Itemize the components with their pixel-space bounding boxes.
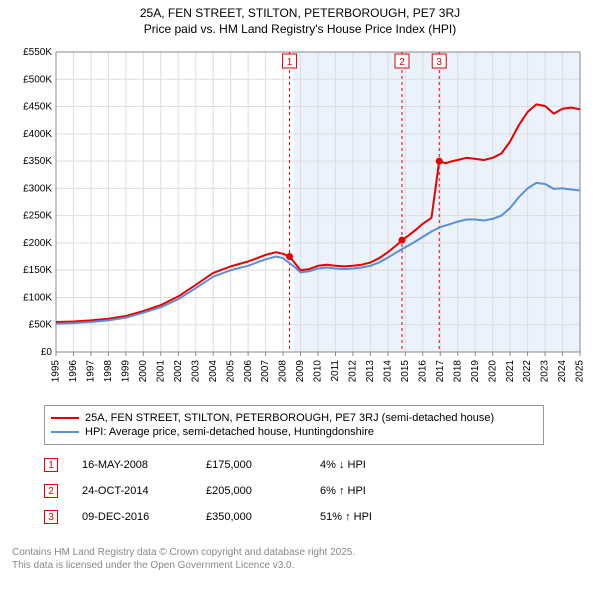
legend-swatch — [51, 431, 79, 433]
svg-text:2016: 2016 — [417, 360, 428, 383]
svg-text:2025: 2025 — [575, 360, 586, 383]
svg-text:2: 2 — [399, 57, 405, 68]
legend-label: HPI: Average price, semi-detached house,… — [85, 426, 374, 438]
svg-text:2015: 2015 — [400, 360, 411, 383]
svg-text:2014: 2014 — [383, 360, 394, 383]
svg-text:£350K: £350K — [23, 156, 52, 167]
svg-text:2017: 2017 — [435, 360, 446, 383]
svg-text:2012: 2012 — [348, 360, 359, 383]
svg-text:2023: 2023 — [540, 360, 551, 383]
svg-text:2013: 2013 — [365, 360, 376, 383]
sales-table: 1 16-MAY-2008 £175,000 4% ↓ HPI 2 24-OCT… — [44, 452, 440, 530]
svg-text:£450K: £450K — [23, 102, 52, 113]
sale-price: £350,000 — [206, 511, 296, 523]
svg-text:1996: 1996 — [68, 360, 79, 383]
svg-text:£200K: £200K — [23, 238, 52, 249]
sale-date: 24-OCT-2014 — [82, 485, 182, 497]
svg-text:2008: 2008 — [278, 360, 289, 383]
sale-date: 09-DEC-2016 — [82, 511, 182, 523]
legend: 25A, FEN STREET, STILTON, PETERBOROUGH, … — [44, 405, 544, 445]
svg-text:£250K: £250K — [23, 211, 52, 222]
svg-text:£500K: £500K — [23, 74, 52, 85]
title-line-1: 25A, FEN STREET, STILTON, PETERBOROUGH, … — [0, 6, 600, 22]
svg-text:2009: 2009 — [295, 360, 306, 383]
sale-marker-box: 2 — [44, 484, 58, 498]
svg-text:2010: 2010 — [313, 360, 324, 383]
svg-text:2004: 2004 — [208, 360, 219, 383]
svg-text:2006: 2006 — [243, 360, 254, 383]
footer: Contains HM Land Registry data © Crown c… — [12, 546, 588, 572]
legend-label: 25A, FEN STREET, STILTON, PETERBOROUGH, … — [85, 412, 494, 424]
sale-marker-box: 3 — [44, 510, 58, 524]
svg-text:2020: 2020 — [487, 360, 498, 383]
svg-text:1999: 1999 — [121, 360, 132, 383]
svg-text:£50K: £50K — [29, 320, 53, 331]
sale-delta: 6% ↑ HPI — [320, 485, 440, 497]
svg-text:2003: 2003 — [190, 360, 201, 383]
legend-row: HPI: Average price, semi-detached house,… — [51, 426, 537, 438]
svg-text:2011: 2011 — [330, 360, 341, 382]
sale-date: 16-MAY-2008 — [82, 459, 182, 471]
svg-text:1: 1 — [287, 57, 293, 68]
table-row: 3 09-DEC-2016 £350,000 51% ↑ HPI — [44, 504, 440, 530]
page: 25A, FEN STREET, STILTON, PETERBOROUGH, … — [0, 0, 600, 590]
svg-text:2018: 2018 — [452, 360, 463, 383]
svg-text:3: 3 — [436, 57, 442, 68]
sale-marker-box: 1 — [44, 458, 58, 472]
legend-row: 25A, FEN STREET, STILTON, PETERBOROUGH, … — [51, 412, 537, 424]
svg-text:2024: 2024 — [557, 360, 568, 383]
svg-text:1998: 1998 — [103, 360, 114, 383]
sale-delta: 51% ↑ HPI — [320, 511, 440, 523]
chart-title: 25A, FEN STREET, STILTON, PETERBOROUGH, … — [0, 0, 600, 37]
svg-text:£100K: £100K — [23, 292, 52, 303]
svg-text:£550K: £550K — [23, 47, 52, 58]
title-line-2: Price paid vs. HM Land Registry's House … — [0, 22, 600, 38]
footer-line-1: Contains HM Land Registry data © Crown c… — [12, 546, 588, 559]
sale-delta: 4% ↓ HPI — [320, 459, 440, 471]
svg-text:2019: 2019 — [470, 360, 481, 383]
svg-text:1997: 1997 — [86, 360, 97, 383]
svg-text:£400K: £400K — [23, 129, 52, 140]
svg-text:2022: 2022 — [522, 360, 533, 383]
chart: £0 £50K £100K £150K £200K £250K £300K £350K £400… — [10, 42, 590, 392]
svg-text:2002: 2002 — [173, 360, 184, 383]
svg-text:1995: 1995 — [51, 360, 62, 383]
sale-price: £205,000 — [206, 485, 296, 497]
svg-text:2000: 2000 — [138, 360, 149, 383]
svg-text:2007: 2007 — [260, 360, 271, 383]
svg-text:2021: 2021 — [505, 360, 516, 383]
svg-text:£0: £0 — [41, 347, 53, 358]
table-row: 2 24-OCT-2014 £205,000 6% ↑ HPI — [44, 478, 440, 504]
svg-text:£150K: £150K — [23, 265, 52, 276]
chart-svg: £0 £50K £100K £150K £200K £250K £300K £350K £400… — [10, 42, 590, 392]
sale-price: £175,000 — [206, 459, 296, 471]
legend-swatch — [51, 417, 79, 419]
footer-line-2: This data is licensed under the Open Gov… — [12, 559, 588, 572]
table-row: 1 16-MAY-2008 £175,000 4% ↓ HPI — [44, 452, 440, 478]
svg-text:£300K: £300K — [23, 183, 52, 194]
svg-text:2005: 2005 — [225, 360, 236, 383]
svg-text:2001: 2001 — [155, 360, 166, 383]
